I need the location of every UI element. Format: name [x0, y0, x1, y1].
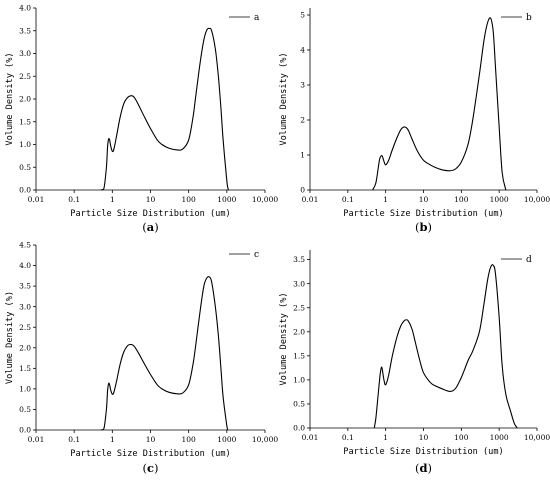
- y-axis-title: Volume Density (%): [279, 292, 289, 385]
- x-tick-label: 10,000: [524, 195, 550, 204]
- y-axis-title: Volume Density (%): [5, 291, 15, 384]
- chart-panel-d: 0.01 0.1 1 10 100 1000 10,000 0.0 0.5 1.0 1.5 2.0 2.…: [279, 250, 550, 475]
- y-tick-label: 2.5: [19, 72, 31, 81]
- x-axis-title: Particle Size Distribution (um): [343, 209, 503, 219]
- x-tick-label: 10: [419, 195, 429, 204]
- x-tick-label: 100: [454, 433, 469, 442]
- y-tick-label: 4.0: [19, 261, 31, 270]
- x-tick-label: 10,000: [524, 433, 550, 442]
- panel-label-open: (: [142, 461, 147, 475]
- x-tick-label: 0.01: [302, 195, 319, 204]
- x-tick-label: 100: [182, 435, 197, 444]
- y-tick-label: 2.0: [19, 343, 31, 352]
- panel-label-close: ): [154, 220, 159, 234]
- panel-label-open: (: [142, 220, 147, 234]
- x-tick-label: 0.1: [68, 195, 80, 204]
- y-axis-title: Volume Density (%): [5, 52, 15, 145]
- x-tick-label: 10,000: [252, 195, 278, 204]
- y-tick-label: 2.5: [19, 323, 31, 332]
- y-tick-label: 1.0: [19, 384, 31, 393]
- chart-panel-b: 0.01 0.1 1 10 100 1000 10,000 0 1 2 3 4 5 Particle Si…: [279, 8, 550, 234]
- x-tick-label: 1: [383, 195, 388, 204]
- x-axis-title: Particle Size Distribution (um): [70, 449, 230, 459]
- chart-panel-a: 0.01 0.1 1 10 100 1000 10,000 0.0 0.5 1.0 1.5 2.0 2.…: [5, 4, 278, 234]
- legend-label: c: [254, 250, 259, 260]
- y-tick-label: 4.5: [19, 241, 31, 250]
- y-tick-label: 0.0: [19, 186, 31, 195]
- x-tick-label: 0.1: [68, 435, 80, 444]
- panel-label-open: (: [415, 461, 420, 475]
- y-tick-label: 0.5: [293, 400, 305, 409]
- x-axis-title: Particle Size Distribution (um): [70, 209, 230, 219]
- x-tick-label: 1000: [217, 195, 236, 204]
- x-axis-title: Particle Size Distribution (um): [343, 447, 503, 457]
- x-tick-label: 10: [146, 195, 156, 204]
- y-tick-label: 2.0: [293, 327, 305, 336]
- y-tick-label: 1.5: [19, 364, 31, 373]
- x-tick-label: 0.01: [28, 435, 45, 444]
- y-tick-label: 0.0: [293, 424, 305, 433]
- x-tick-label: 100: [182, 195, 197, 204]
- x-tick-label: 0.01: [28, 195, 45, 204]
- x-tick-label: 0.1: [342, 195, 354, 204]
- panel-label: (c): [142, 461, 158, 475]
- panel-label-letter: a: [147, 220, 155, 234]
- y-tick-label: 2: [300, 116, 305, 125]
- x-tick-label: 0.1: [342, 433, 354, 442]
- y-tick-label: 0.5: [19, 163, 31, 172]
- x-tick-label: 1: [110, 195, 115, 204]
- legend-label: b: [526, 13, 532, 23]
- y-tick-label: 3.0: [19, 302, 31, 311]
- x-tick-label: 10,000: [252, 435, 278, 444]
- y-tick-label: 3.0: [293, 279, 305, 288]
- y-axis-title: Volume Density (%): [279, 52, 289, 145]
- y-tick-label: 3.5: [19, 26, 31, 35]
- series-line-a: [100, 27, 229, 191]
- x-tick-label: 100: [454, 195, 469, 204]
- panel-label-close: ): [428, 461, 433, 475]
- x-tick-label: 1: [383, 433, 388, 442]
- y-tick-label: 4: [300, 46, 305, 55]
- y-tick-label: 3: [300, 81, 305, 90]
- series-line-d: [373, 264, 518, 429]
- panel-label: (a): [142, 220, 158, 234]
- y-tick-label: 3.0: [19, 49, 31, 58]
- y-tick-label: 1.5: [19, 117, 31, 126]
- y-tick-label: 3.5: [293, 255, 305, 264]
- y-tick-label: 0: [300, 186, 305, 195]
- chart-panel-c: 0.01 0.1 1 10 100 1000 10,000 0.0 0.5 1.0 1.5 2.0 2.…: [5, 241, 278, 475]
- y-tick-label: 0.5: [19, 405, 31, 414]
- legend-label: a: [254, 13, 260, 23]
- y-tick-label: 2.0: [19, 95, 31, 104]
- series-line-c: [100, 276, 229, 431]
- y-tick-label: 2.5: [293, 303, 305, 312]
- x-tick-label: 1000: [490, 195, 509, 204]
- x-tick-label: 10: [146, 435, 156, 444]
- legend-label: d: [526, 255, 532, 265]
- x-tick-label: 10: [419, 433, 429, 442]
- panel-label-letter: b: [419, 220, 427, 234]
- panel-label-letter: d: [419, 461, 427, 475]
- y-tick-label: 3.5: [19, 282, 31, 291]
- y-tick-label: 1: [300, 151, 305, 160]
- panel-label: (b): [415, 220, 432, 234]
- y-tick-label: 5: [300, 11, 305, 20]
- x-tick-label: 1: [110, 435, 115, 444]
- panel-label: (d): [415, 461, 432, 475]
- x-tick-label: 1000: [217, 435, 236, 444]
- panel-label-open: (: [415, 220, 420, 234]
- panel-label-close: ): [428, 220, 433, 234]
- panel-label-close: ): [154, 461, 159, 475]
- y-tick-label: 1.0: [293, 375, 305, 384]
- y-tick-label: 0.0: [19, 426, 31, 435]
- series-line-b: [372, 17, 507, 191]
- y-tick-label: 1.0: [19, 140, 31, 149]
- x-tick-label: 1000: [490, 433, 509, 442]
- panel-label-letter: c: [147, 461, 154, 475]
- y-tick-label: 4.0: [19, 4, 31, 13]
- y-tick-label: 1.5: [293, 351, 305, 360]
- x-tick-label: 0.01: [302, 433, 319, 442]
